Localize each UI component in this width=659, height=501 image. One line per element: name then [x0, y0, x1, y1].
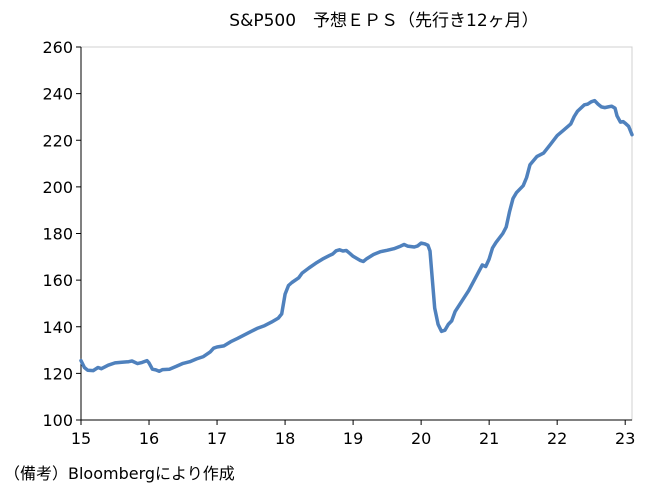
x-tick-label: 16 [139, 429, 159, 448]
x-tick-label: 21 [479, 429, 499, 448]
y-tick-label: 200 [42, 178, 73, 197]
axes: 100 120 140 160 180 200 220 240 260 15 16 17 18 19 20 2… [42, 38, 635, 448]
x-tick-label: 17 [207, 429, 227, 448]
y-tick-label: 120 [42, 364, 73, 383]
y-tick-label: 260 [42, 38, 73, 57]
plot-area-border [80, 46, 633, 421]
y-tick-label: 180 [42, 225, 73, 244]
x-tick-label: 22 [547, 429, 567, 448]
y-tick-label: 240 [42, 85, 73, 104]
y-tick-label: 140 [42, 318, 73, 337]
x-tick-label: 18 [275, 429, 295, 448]
x-tick-label: 15 [71, 429, 91, 448]
x-tick-label: 19 [343, 429, 363, 448]
eps-series-line [79, 98, 634, 374]
source-note: （備考）Bloombergにより作成 [4, 464, 235, 483]
x-tick-label: 20 [411, 429, 431, 448]
y-tick-label: 100 [42, 411, 73, 430]
series-group [79, 98, 634, 374]
y-tick-label: 220 [42, 131, 73, 150]
chart-title: S&P500 予想ＥＰＳ（先行き12ヶ月） [229, 11, 538, 31]
x-tick-label: 23 [615, 429, 635, 448]
y-tick-label: 160 [42, 271, 73, 290]
